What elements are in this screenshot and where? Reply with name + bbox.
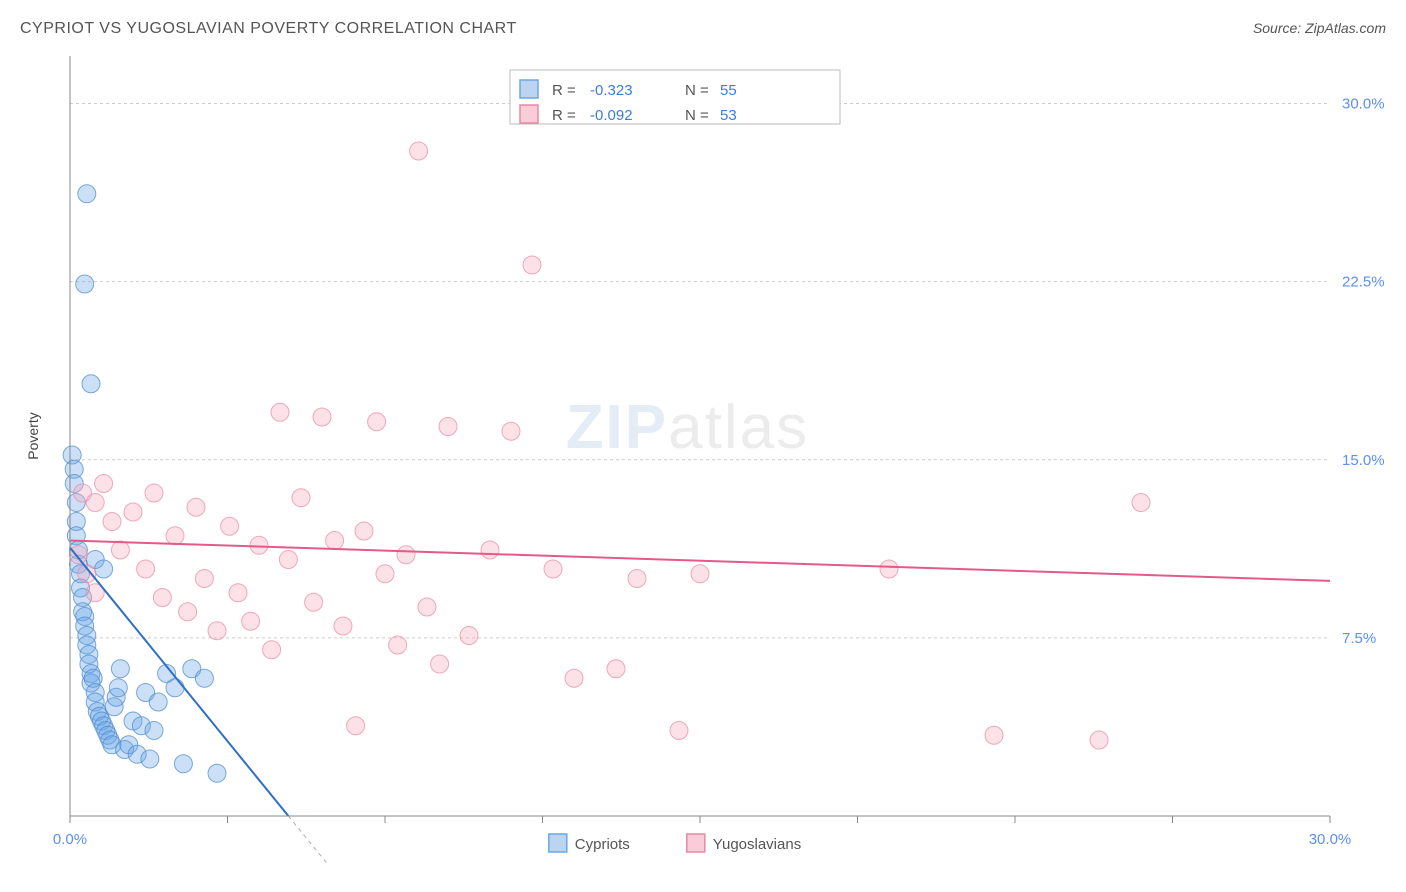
data-point [691, 565, 709, 583]
data-point [880, 560, 898, 578]
data-point [279, 551, 297, 569]
data-point [439, 418, 457, 436]
data-point [149, 693, 167, 711]
data-point [208, 622, 226, 640]
data-point [103, 513, 121, 531]
data-point [242, 612, 260, 630]
legend-swatch [520, 105, 538, 123]
legend-series-label: Yugoslavians [713, 836, 801, 853]
legend-r-value: -0.092 [590, 107, 633, 124]
data-point [229, 584, 247, 602]
watermark: ZIPatlas [566, 393, 809, 462]
data-point [347, 717, 365, 735]
data-point [368, 413, 386, 431]
data-point [271, 403, 289, 421]
x-tick-label: 30.0% [1309, 831, 1352, 848]
data-point [124, 503, 142, 521]
data-point [137, 560, 155, 578]
data-point [78, 185, 96, 203]
y-axis-label: Poverty [25, 412, 41, 459]
legend-swatch [520, 80, 538, 98]
data-point [523, 256, 541, 274]
data-point [460, 627, 478, 645]
chart-container: ZIPatlas 0.0% 30.0% 15.0% 30.0% 7.5% 22.5% Pove… [20, 46, 1386, 866]
legend-n-value: 53 [720, 107, 737, 124]
data-point [145, 484, 163, 502]
data-point [376, 565, 394, 583]
data-point [111, 541, 129, 559]
x-tick-label: 0.0% [53, 831, 87, 848]
data-point [111, 660, 129, 678]
legend-n-label: N = [685, 107, 709, 124]
legend-r-label: R = [552, 82, 576, 99]
chart-source: Source: ZipAtlas.com [1253, 20, 1386, 36]
data-point [179, 603, 197, 621]
data-point [607, 660, 625, 678]
data-point [565, 669, 583, 687]
data-point [292, 489, 310, 507]
data-point [263, 641, 281, 659]
data-point [481, 541, 499, 559]
y-tick-label: 30.0% [1342, 96, 1385, 113]
legend-n-label: N = [685, 82, 709, 99]
data-point [166, 527, 184, 545]
data-point [1090, 731, 1108, 749]
y-tick-label: 15.0% [1342, 452, 1385, 469]
data-point [166, 679, 184, 697]
trend-line [70, 548, 288, 816]
data-point [326, 532, 344, 550]
data-point [187, 498, 205, 516]
data-point [95, 560, 113, 578]
data-point [250, 536, 268, 554]
legend-r-value: -0.323 [590, 82, 633, 99]
y-tick-label: 7.5% [1342, 630, 1376, 647]
data-point [76, 275, 94, 293]
legend-swatch [549, 834, 567, 852]
legend-swatch [687, 834, 705, 852]
data-point [670, 722, 688, 740]
data-point [305, 593, 323, 611]
data-point [502, 422, 520, 440]
data-point [313, 408, 331, 426]
data-point [431, 655, 449, 673]
y-tick-label: 22.5% [1342, 274, 1385, 291]
data-point [141, 750, 159, 768]
data-point [334, 617, 352, 635]
legend-n-value: 55 [720, 82, 737, 99]
data-point [174, 755, 192, 773]
data-point [985, 726, 1003, 744]
data-point [86, 494, 104, 512]
data-point [153, 589, 171, 607]
data-point [109, 679, 127, 697]
data-point [208, 764, 226, 782]
data-point [389, 636, 407, 654]
data-point [221, 517, 239, 535]
data-point [195, 570, 213, 588]
data-point [69, 546, 87, 564]
legend-series-label: Cypriots [575, 836, 630, 853]
data-point [397, 546, 415, 564]
scatter-chart: ZIPatlas 0.0% 30.0% 15.0% 30.0% 7.5% 22.5% Pove… [20, 46, 1386, 866]
data-point [410, 142, 428, 160]
data-point [628, 570, 646, 588]
data-point [95, 475, 113, 493]
data-point [544, 560, 562, 578]
data-point [195, 669, 213, 687]
data-point [355, 522, 373, 540]
legend-r-label: R = [552, 107, 576, 124]
data-point [82, 375, 100, 393]
data-point [1132, 494, 1150, 512]
trend-line-ext [288, 816, 327, 864]
chart-title: CYPRIOT VS YUGOSLAVIAN POVERTY CORRELATI… [20, 20, 517, 38]
data-point [145, 722, 163, 740]
data-point [418, 598, 436, 616]
